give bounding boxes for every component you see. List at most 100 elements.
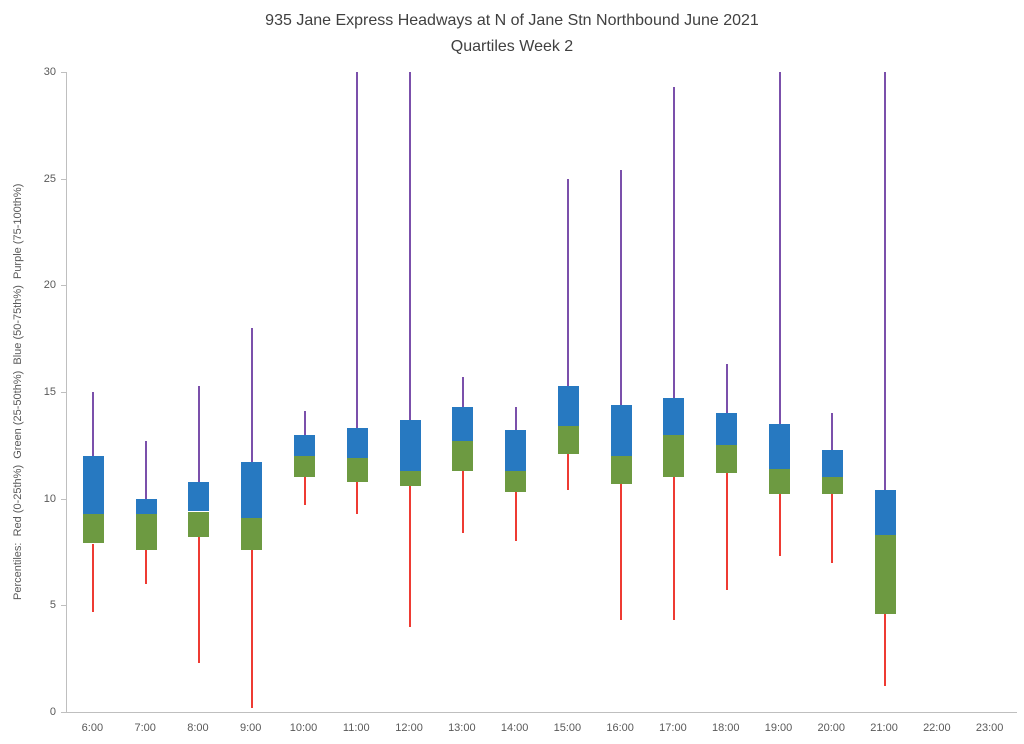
box-blue <box>241 462 263 518</box>
box-green <box>82 513 104 544</box>
box-blue <box>716 413 738 446</box>
x-axis-tick-label: 12:00 <box>395 722 423 734</box>
chart-title-line2: Quartiles Week 2 <box>450 38 574 55</box>
y-axis-tick-mark <box>61 392 66 393</box>
x-axis-tick-label: 15:00 <box>553 722 582 734</box>
whisker-red <box>250 549 253 708</box>
plot-area <box>66 72 1017 713</box>
x-axis-tick-label: 10:00 <box>289 722 318 734</box>
box-blue <box>82 456 104 514</box>
whisker-purple <box>303 411 306 435</box>
x-axis-tick-label: 6:00 <box>81 722 104 734</box>
box-blue <box>505 430 527 471</box>
whisker-red <box>409 485 412 627</box>
whisker-red <box>831 494 834 563</box>
box-green <box>557 426 579 454</box>
whisker-red <box>725 473 728 591</box>
y-axis-tick-label: 20 <box>43 279 56 292</box>
whisker-red <box>303 477 306 505</box>
box-blue <box>663 398 685 435</box>
box-green <box>452 441 474 471</box>
y-axis-tick-label: 5 <box>49 599 56 612</box>
y-axis-tick-mark <box>61 285 66 287</box>
x-axis-tick-label: 19:00 <box>764 722 793 734</box>
whisker-red <box>567 453 570 491</box>
y-axis-tick-mark <box>61 178 66 180</box>
box-green <box>188 511 210 538</box>
x-axis-tick-label: 16:00 <box>606 722 634 734</box>
box-green <box>241 517 263 550</box>
x-axis-tick-label: 20:00 <box>817 722 846 734</box>
whisker-purple <box>725 364 728 414</box>
whisker-red <box>514 492 517 542</box>
box-blue <box>294 434 315 456</box>
box-blue <box>346 428 368 459</box>
whisker-red <box>197 537 200 663</box>
whisker-purple <box>356 72 359 429</box>
box-green <box>874 534 896 614</box>
box-green <box>505 470 527 493</box>
y-axis-tick-mark <box>61 712 66 713</box>
whisker-red <box>461 470 464 533</box>
whisker-red <box>356 481 359 514</box>
box-blue <box>821 449 843 478</box>
box-blue <box>452 406 474 441</box>
whisker-purple <box>461 377 464 407</box>
whisker-purple <box>567 178 570 386</box>
x-axis-tick-label: 9:00 <box>240 722 262 734</box>
box-green <box>610 456 632 484</box>
x-axis-tick-label: 13:00 <box>448 722 476 734</box>
box-blue <box>874 490 896 535</box>
y-axis-tick-label: 30 <box>43 66 56 78</box>
whisker-red <box>672 477 675 621</box>
whisker-purple <box>831 413 834 450</box>
x-axis-tick-label: 23:00 <box>975 722 1004 734</box>
box-blue <box>769 424 790 469</box>
whisker-purple <box>145 441 148 499</box>
x-axis-tick-label: 17:00 <box>659 722 687 734</box>
chart-title-line1: 935 Jane Express Headways at N of Jane S… <box>265 12 759 29</box>
y-axis-tick-label: 25 <box>43 172 56 185</box>
whisker-purple <box>778 72 781 424</box>
whisker-red <box>778 494 781 557</box>
box-green <box>294 456 315 478</box>
whisker-purple <box>514 406 517 431</box>
y-axis-tick-label: 15 <box>43 386 56 398</box>
whisker-purple <box>197 385 200 482</box>
x-axis-tick-label: 21:00 <box>870 722 898 734</box>
whisker-purple <box>92 392 95 456</box>
x-axis-tick-label: 8:00 <box>187 722 209 734</box>
box-green <box>716 445 738 473</box>
box-blue <box>135 498 157 514</box>
whisker-purple <box>884 72 887 491</box>
box-green <box>663 434 685 478</box>
chart-title: 935 Jane Express Headways at N of Jane S… <box>0 8 1024 60</box>
box-green <box>769 468 790 495</box>
y-axis-tick-mark <box>61 605 66 607</box>
y-axis-tick-mark <box>61 498 66 500</box>
whisker-purple <box>250 328 253 463</box>
whisker-red <box>620 483 623 621</box>
whisker-purple <box>620 170 623 405</box>
y-axis-tick-label: 0 <box>49 706 56 718</box>
x-axis-tick-label: 14:00 <box>500 722 529 734</box>
box-green <box>346 458 368 482</box>
box-blue <box>610 404 632 456</box>
x-axis-tick-label: 22:00 <box>923 722 951 734</box>
box-green <box>135 513 157 550</box>
x-axis-tick-label: 7:00 <box>134 722 156 734</box>
x-axis-tick-label: 11:00 <box>342 722 370 734</box>
box-green <box>821 477 843 495</box>
y-axis-tick-label: 10 <box>43 492 56 505</box>
box-blue <box>399 419 421 471</box>
whisker-red <box>884 613 887 687</box>
x-axis-tick-label: 18:00 <box>711 722 740 734</box>
box-green <box>399 470 421 486</box>
whisker-red <box>92 543 95 612</box>
whisker-purple <box>409 72 412 420</box>
box-blue <box>557 385 579 427</box>
whisker-red <box>145 549 148 584</box>
y-axis-tick-mark <box>61 72 66 73</box>
whisker-purple <box>672 86 675 399</box>
